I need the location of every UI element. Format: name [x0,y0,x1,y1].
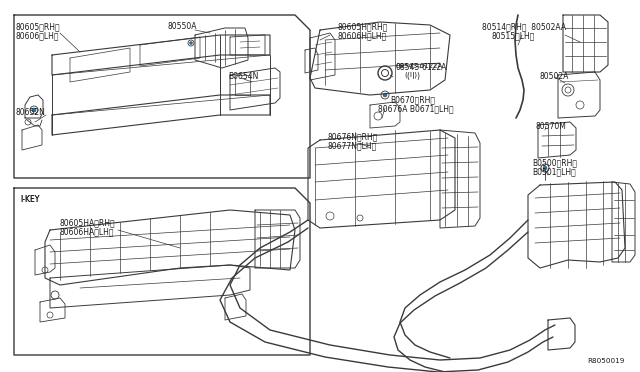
Text: ( I ): ( I ) [407,72,420,81]
Text: 80606〈LH〉: 80606〈LH〉 [16,31,60,40]
Text: B0501〈LH〉: B0501〈LH〉 [532,167,576,176]
Text: 80606HA〈LH〉: 80606HA〈LH〉 [60,227,115,236]
Circle shape [32,108,36,112]
Text: ( I ): ( I ) [405,72,417,78]
Text: B0500〈RH〉: B0500〈RH〉 [532,158,577,167]
Text: 80605〈RH〉: 80605〈RH〉 [16,22,61,31]
Text: I-KEY: I-KEY [20,195,40,204]
Text: R8050019: R8050019 [588,358,625,364]
Circle shape [189,42,193,45]
Circle shape [543,166,547,170]
Text: 80550A: 80550A [168,22,198,31]
Text: 80676N〈RH〉: 80676N〈RH〉 [328,132,378,141]
Text: 80514〈RH〉  80502AA: 80514〈RH〉 80502AA [482,22,566,31]
Text: 80677N〈LH〉: 80677N〈LH〉 [328,141,377,150]
Text: 80605H〈RH〉: 80605H〈RH〉 [338,22,388,31]
Circle shape [383,93,387,97]
Text: 80676A B0671〈LH〉: 80676A B0671〈LH〉 [378,104,454,113]
Text: 08543-6122A: 08543-6122A [395,63,442,69]
Text: 80502A: 80502A [540,72,570,81]
Bar [235,75,250,95]
Text: B0670〈RH〉: B0670〈RH〉 [390,95,435,104]
Text: B0654N: B0654N [228,72,259,81]
Text: 80606H〈LH〉: 80606H〈LH〉 [338,31,387,40]
Text: 08543-6122A: 08543-6122A [395,63,446,72]
Text: I-KEY: I-KEY [20,195,40,204]
Text: 80652N: 80652N [16,108,46,117]
Text: 80605HA〈RH〉: 80605HA〈RH〉 [60,218,116,227]
Text: 80515〈LH〉: 80515〈LH〉 [492,31,536,40]
Text: 80570M: 80570M [536,122,567,131]
